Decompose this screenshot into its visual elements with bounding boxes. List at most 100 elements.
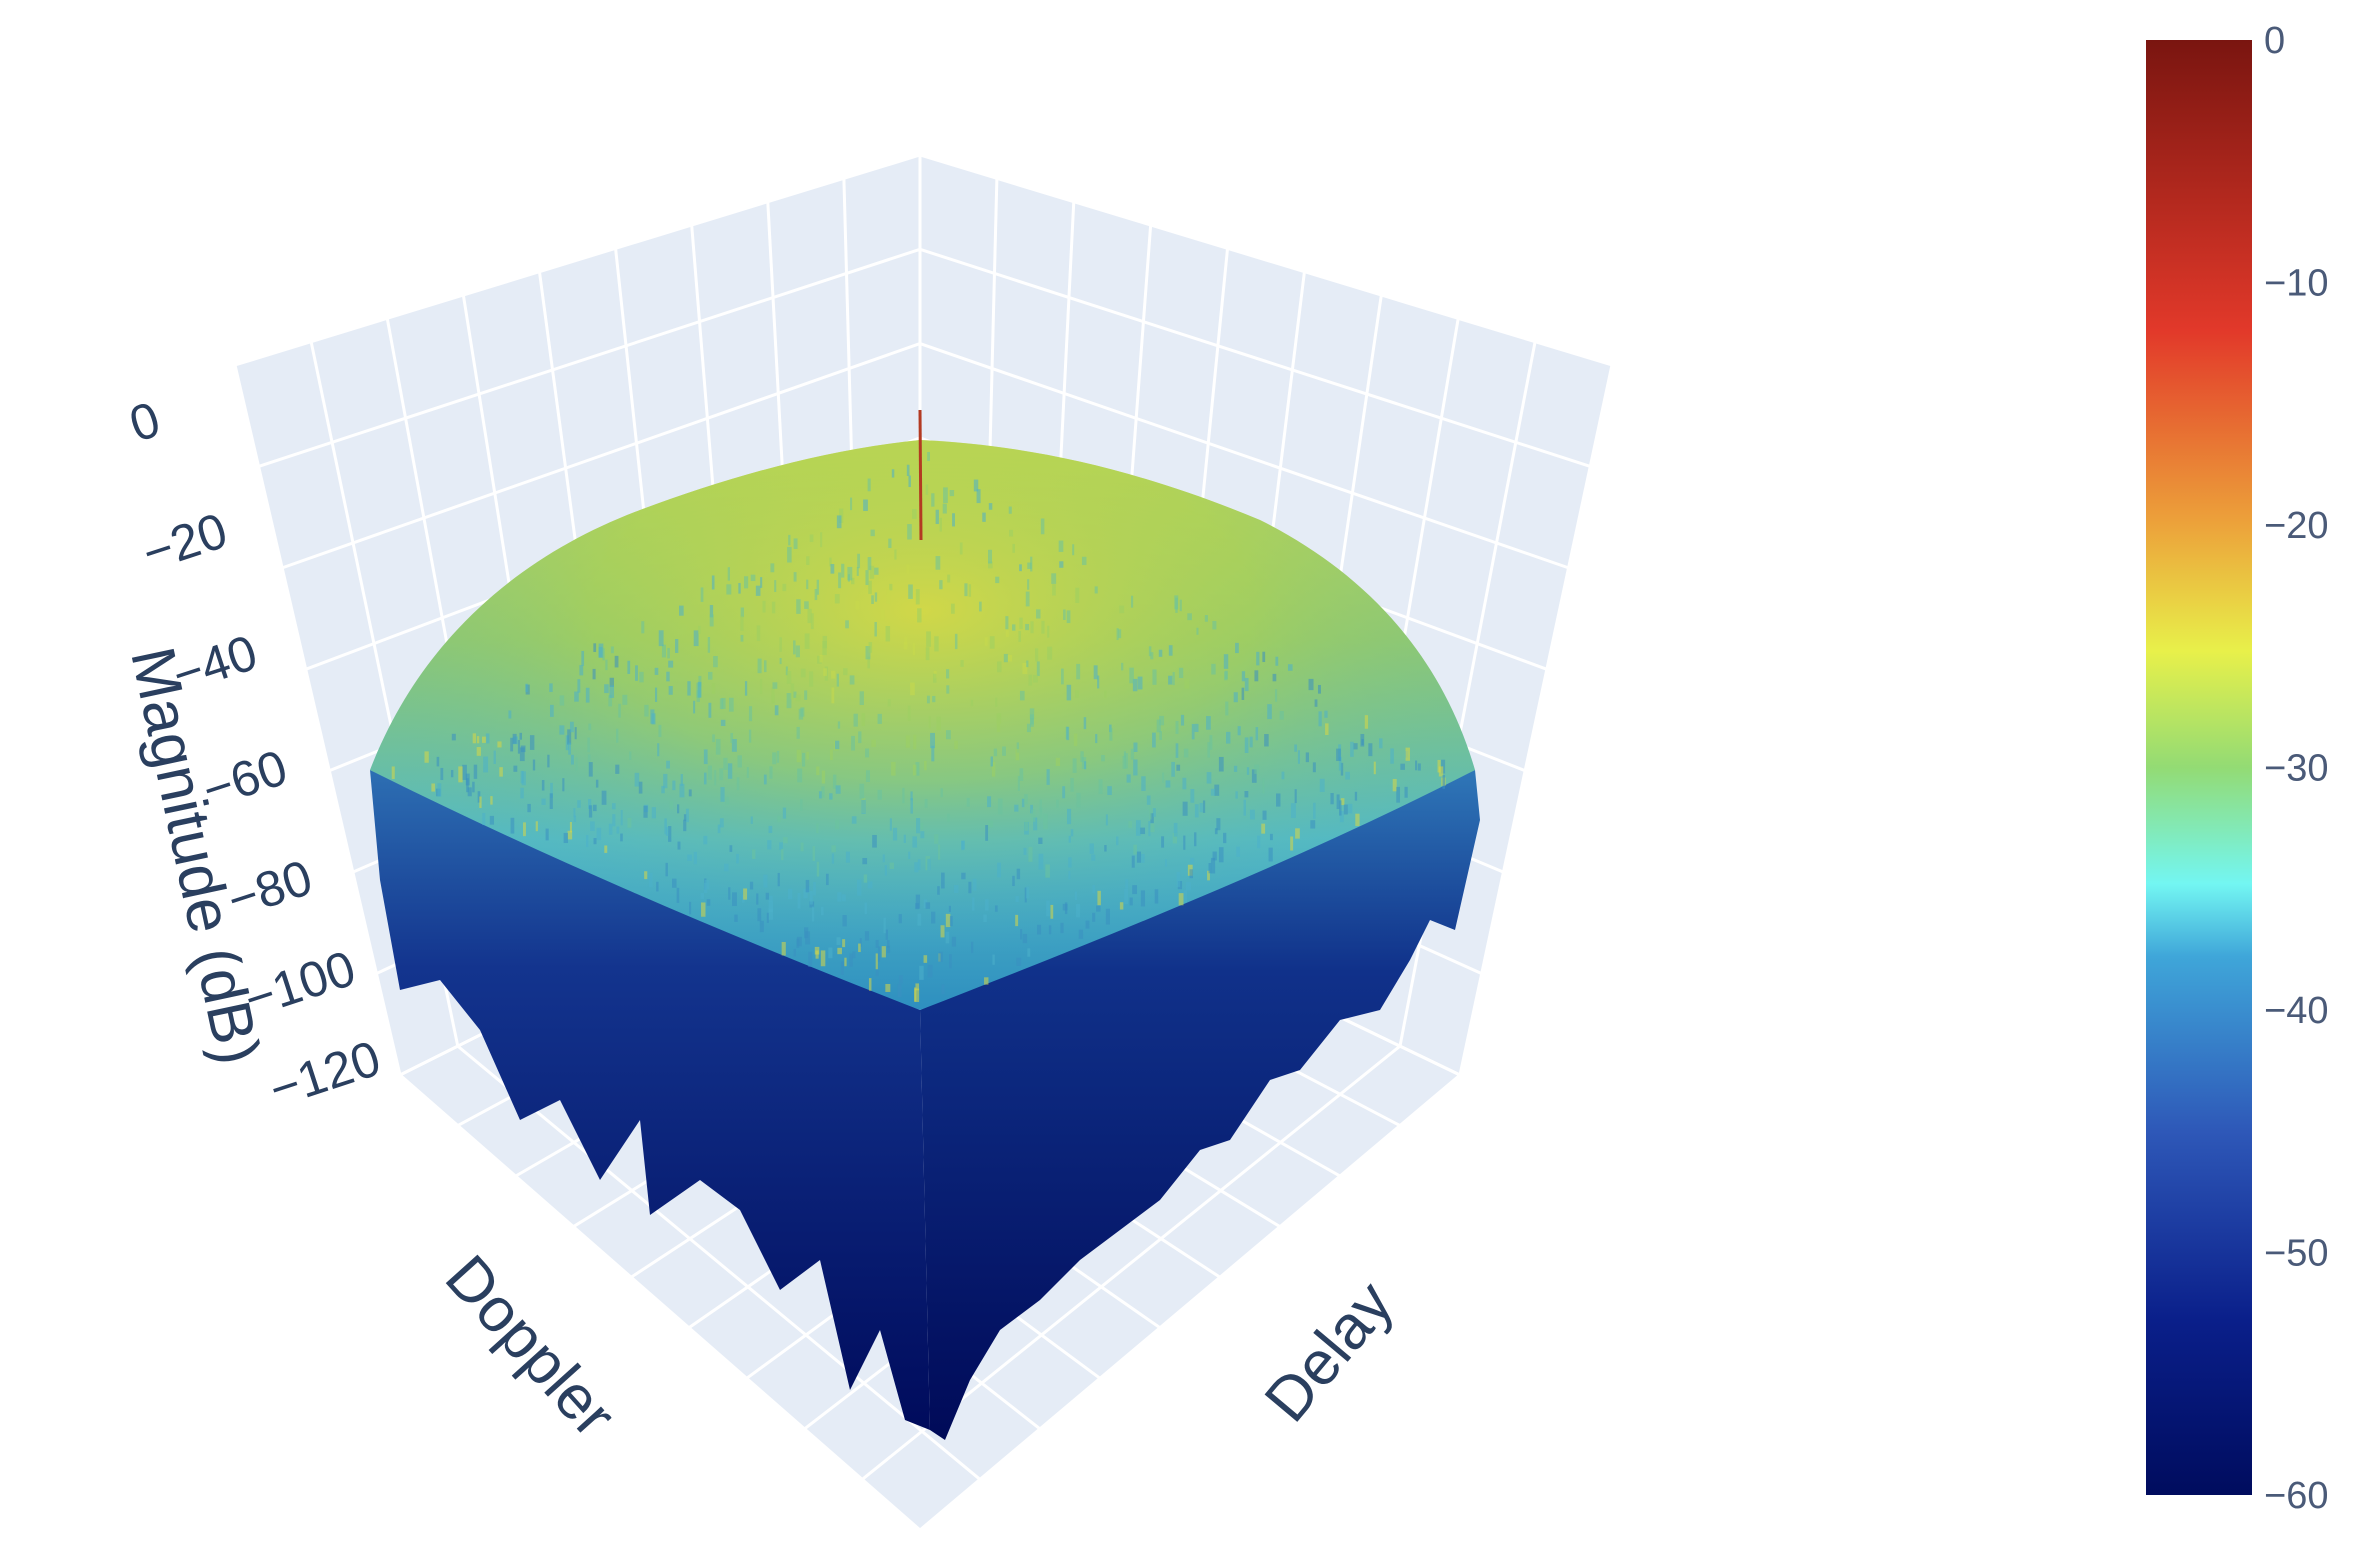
- surface-texture-speck: [1254, 670, 1259, 682]
- surface-texture-speck: [825, 873, 829, 886]
- surface-texture-speck: [867, 478, 871, 492]
- surface-texture-speck: [1119, 605, 1125, 614]
- surface-texture-speck: [525, 683, 528, 693]
- surface-texture-speck: [793, 640, 796, 655]
- surface-texture-speck: [973, 479, 979, 492]
- surface-texture-speck: [616, 728, 619, 743]
- surface-texture-speck: [1172, 832, 1178, 844]
- surface-texture-speck: [1339, 800, 1342, 816]
- surface-texture-speck: [668, 826, 672, 842]
- surface-texture-speck: [1043, 813, 1048, 830]
- surface-texture-speck: [654, 687, 658, 702]
- surface-texture-speck: [437, 783, 442, 797]
- surface-left-wall: [370, 770, 930, 1430]
- surface-texture-speck: [1405, 747, 1410, 761]
- surface-texture-speck: [602, 648, 605, 661]
- surface-texture-speck: [907, 524, 912, 540]
- surface-texture-speck: [834, 594, 840, 604]
- surface-texture-speck: [841, 563, 845, 578]
- surface-texture-speck: [1244, 791, 1249, 798]
- surface-texture-speck: [903, 641, 908, 650]
- surface-texture-speck: [532, 759, 536, 771]
- surface-texture-speck: [793, 538, 798, 549]
- surface-texture-speck: [1058, 540, 1064, 552]
- surface-texture-speck: [889, 583, 893, 591]
- surface-texture-speck: [1068, 835, 1071, 843]
- surface-texture-speck: [1092, 912, 1096, 922]
- surface-texture-speck: [772, 682, 778, 689]
- surface-texture-speck: [1211, 663, 1216, 675]
- surface-texture-speck: [793, 572, 797, 582]
- surface-texture-speck: [683, 814, 687, 821]
- surface-texture-speck: [927, 452, 930, 461]
- surface-texture-speck: [609, 685, 615, 698]
- surface-texture-speck: [520, 770, 524, 784]
- surface-texture-speck: [746, 767, 749, 778]
- surface-texture-speck: [547, 754, 550, 768]
- surface-texture-speck: [1089, 843, 1094, 854]
- surface-texture-speck: [1104, 690, 1107, 699]
- surface-texture-speck: [567, 830, 573, 840]
- surface-texture-speck: [928, 716, 931, 729]
- surface-texture-speck: [1325, 723, 1329, 735]
- surface-texture-speck: [629, 751, 632, 760]
- surface-texture-speck: [570, 754, 574, 765]
- surface-texture-speck: [832, 774, 837, 789]
- surface-texture-speck: [523, 822, 526, 837]
- surface-texture-speck: [1038, 837, 1043, 844]
- surface-texture-speck: [601, 790, 607, 805]
- surface-texture-speck: [976, 489, 981, 504]
- surface-texture-speck: [1046, 769, 1050, 785]
- surface-texture-speck: [517, 739, 521, 754]
- surface-texture-speck: [1031, 809, 1036, 822]
- surface-texture-speck: [868, 580, 872, 594]
- surface-texture-speck: [806, 751, 809, 760]
- surface-texture-speck: [836, 515, 842, 529]
- surface-texture-speck: [1225, 701, 1229, 716]
- surface-texture-speck: [1098, 779, 1103, 795]
- surface-texture-speck: [1269, 833, 1273, 841]
- surface-texture-speck: [1030, 804, 1034, 814]
- surface-texture-speck: [1212, 851, 1217, 861]
- surface-texture-speck: [627, 817, 632, 828]
- gridline: [281, 342, 921, 570]
- surface-texture-speck: [559, 725, 565, 735]
- surface-texture-speck: [972, 878, 977, 891]
- surface-texture-speck: [1070, 829, 1074, 837]
- surface-texture-speck: [689, 901, 692, 915]
- surface-texture-speck: [1032, 674, 1038, 683]
- surface-texture-speck: [927, 964, 933, 978]
- surface-texture-speck: [431, 783, 436, 792]
- surface-texture-speck: [482, 812, 486, 826]
- surface-texture-speck: [727, 567, 730, 581]
- surface-texture-speck: [472, 733, 476, 744]
- surface-texture-speck: [763, 774, 767, 785]
- surface-texture-speck: [898, 914, 902, 924]
- surface-texture-speck: [908, 475, 911, 488]
- surface-texture-speck: [797, 768, 803, 783]
- surface-texture-speck: [1199, 802, 1203, 813]
- surface-texture-speck: [1312, 762, 1316, 773]
- surface-texture-speck: [1340, 762, 1344, 776]
- surface-texture-speck: [793, 948, 796, 957]
- surface-texture-speck: [1294, 744, 1298, 752]
- surface-texture-speck: [466, 778, 469, 793]
- surface-texture-speck: [865, 748, 870, 758]
- surface-texture-speck: [1076, 904, 1081, 918]
- surface-texture-speck: [651, 713, 656, 725]
- surface-texture-speck: [703, 772, 707, 785]
- surface-texture-speck: [819, 654, 823, 663]
- surface-texture-speck: [785, 666, 788, 676]
- surface-texture-speck: [1310, 820, 1316, 829]
- surface-texture-speck: [707, 765, 712, 780]
- surface-texture-speck: [1417, 763, 1421, 771]
- surface-texture-speck: [1019, 564, 1022, 572]
- y-axis-title: Delay: [1252, 1269, 1407, 1435]
- surface-texture-speck: [807, 608, 812, 624]
- surface-texture-speck: [795, 645, 800, 658]
- z-tick: −20: [136, 502, 234, 581]
- surface-texture-speck: [669, 800, 674, 810]
- surface-texture-speck: [935, 509, 939, 525]
- surface-right-wall: [920, 770, 1480, 1440]
- surface-texture-speck: [569, 721, 574, 733]
